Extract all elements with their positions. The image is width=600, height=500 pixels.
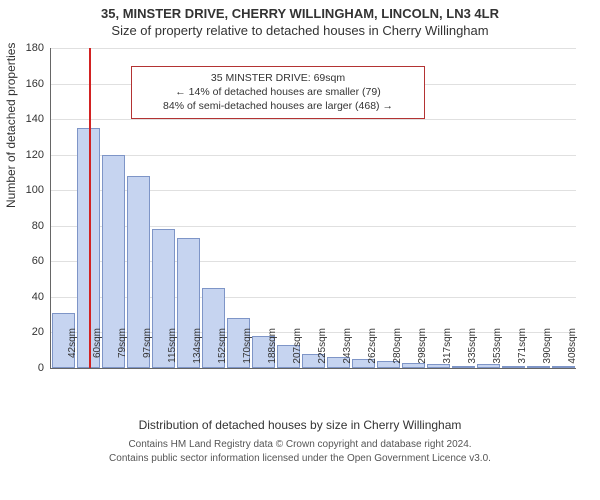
y-axis-label: Number of detached properties	[4, 43, 18, 208]
x-tick-label: 262sqm	[367, 328, 378, 372]
y-tick-label: 180	[0, 42, 44, 54]
gridline	[51, 119, 576, 120]
property-marker-line	[89, 48, 91, 368]
y-tick-label: 60	[0, 255, 44, 267]
x-tick-label: 317sqm	[442, 328, 453, 372]
x-tick-label: 60sqm	[92, 328, 103, 372]
callout-line: ← 14% of detached houses are smaller (79…	[138, 85, 418, 99]
y-tick-label: 80	[0, 220, 44, 232]
x-tick-label: 170sqm	[242, 328, 253, 372]
x-tick-label: 243sqm	[342, 328, 353, 372]
chart-container: Number of detached properties 35 MINSTER…	[0, 38, 600, 418]
y-tick-label: 20	[0, 326, 44, 338]
plot-area: 35 MINSTER DRIVE: 69sqm← 14% of detached…	[50, 48, 576, 369]
x-tick-label: 280sqm	[392, 328, 403, 372]
x-tick-label: 207sqm	[292, 328, 303, 372]
footer-attribution: Contains HM Land Registry data © Crown c…	[0, 438, 600, 465]
y-tick-label: 40	[0, 291, 44, 303]
chart-title-line1: 35, MINSTER DRIVE, CHERRY WILLINGHAM, LI…	[0, 6, 600, 21]
x-tick-label: 42sqm	[67, 328, 78, 372]
y-tick-label: 0	[0, 362, 44, 374]
callout-box: 35 MINSTER DRIVE: 69sqm← 14% of detached…	[131, 66, 425, 119]
y-tick-label: 120	[0, 149, 44, 161]
x-tick-label: 298sqm	[417, 328, 428, 372]
x-tick-label: 390sqm	[542, 328, 553, 372]
gridline	[51, 48, 576, 49]
x-tick-label: 408sqm	[567, 328, 578, 372]
footer-line2: Contains public sector information licen…	[0, 452, 600, 466]
y-tick-label: 100	[0, 184, 44, 196]
x-tick-label: 371sqm	[517, 328, 528, 372]
x-tick-label: 115sqm	[167, 328, 178, 372]
x-tick-label: 353sqm	[492, 328, 503, 372]
x-tick-label: 188sqm	[267, 328, 278, 372]
x-tick-label: 79sqm	[117, 328, 128, 372]
footer-line1: Contains HM Land Registry data © Crown c…	[0, 438, 600, 452]
chart-title-block: 35, MINSTER DRIVE, CHERRY WILLINGHAM, LI…	[0, 6, 600, 38]
chart-title-line2: Size of property relative to detached ho…	[0, 23, 600, 38]
callout-line: 84% of semi-detached houses are larger (…	[138, 99, 418, 113]
callout-line: 35 MINSTER DRIVE: 69sqm	[138, 71, 418, 85]
y-tick-label: 160	[0, 78, 44, 90]
y-tick-label: 140	[0, 113, 44, 125]
x-axis-label: Distribution of detached houses by size …	[0, 418, 600, 432]
x-tick-label: 97sqm	[142, 328, 153, 372]
x-tick-label: 152sqm	[217, 328, 228, 372]
x-tick-label: 335sqm	[467, 328, 478, 372]
x-tick-label: 225sqm	[317, 328, 328, 372]
x-tick-label: 134sqm	[192, 328, 203, 372]
gridline	[51, 155, 576, 156]
